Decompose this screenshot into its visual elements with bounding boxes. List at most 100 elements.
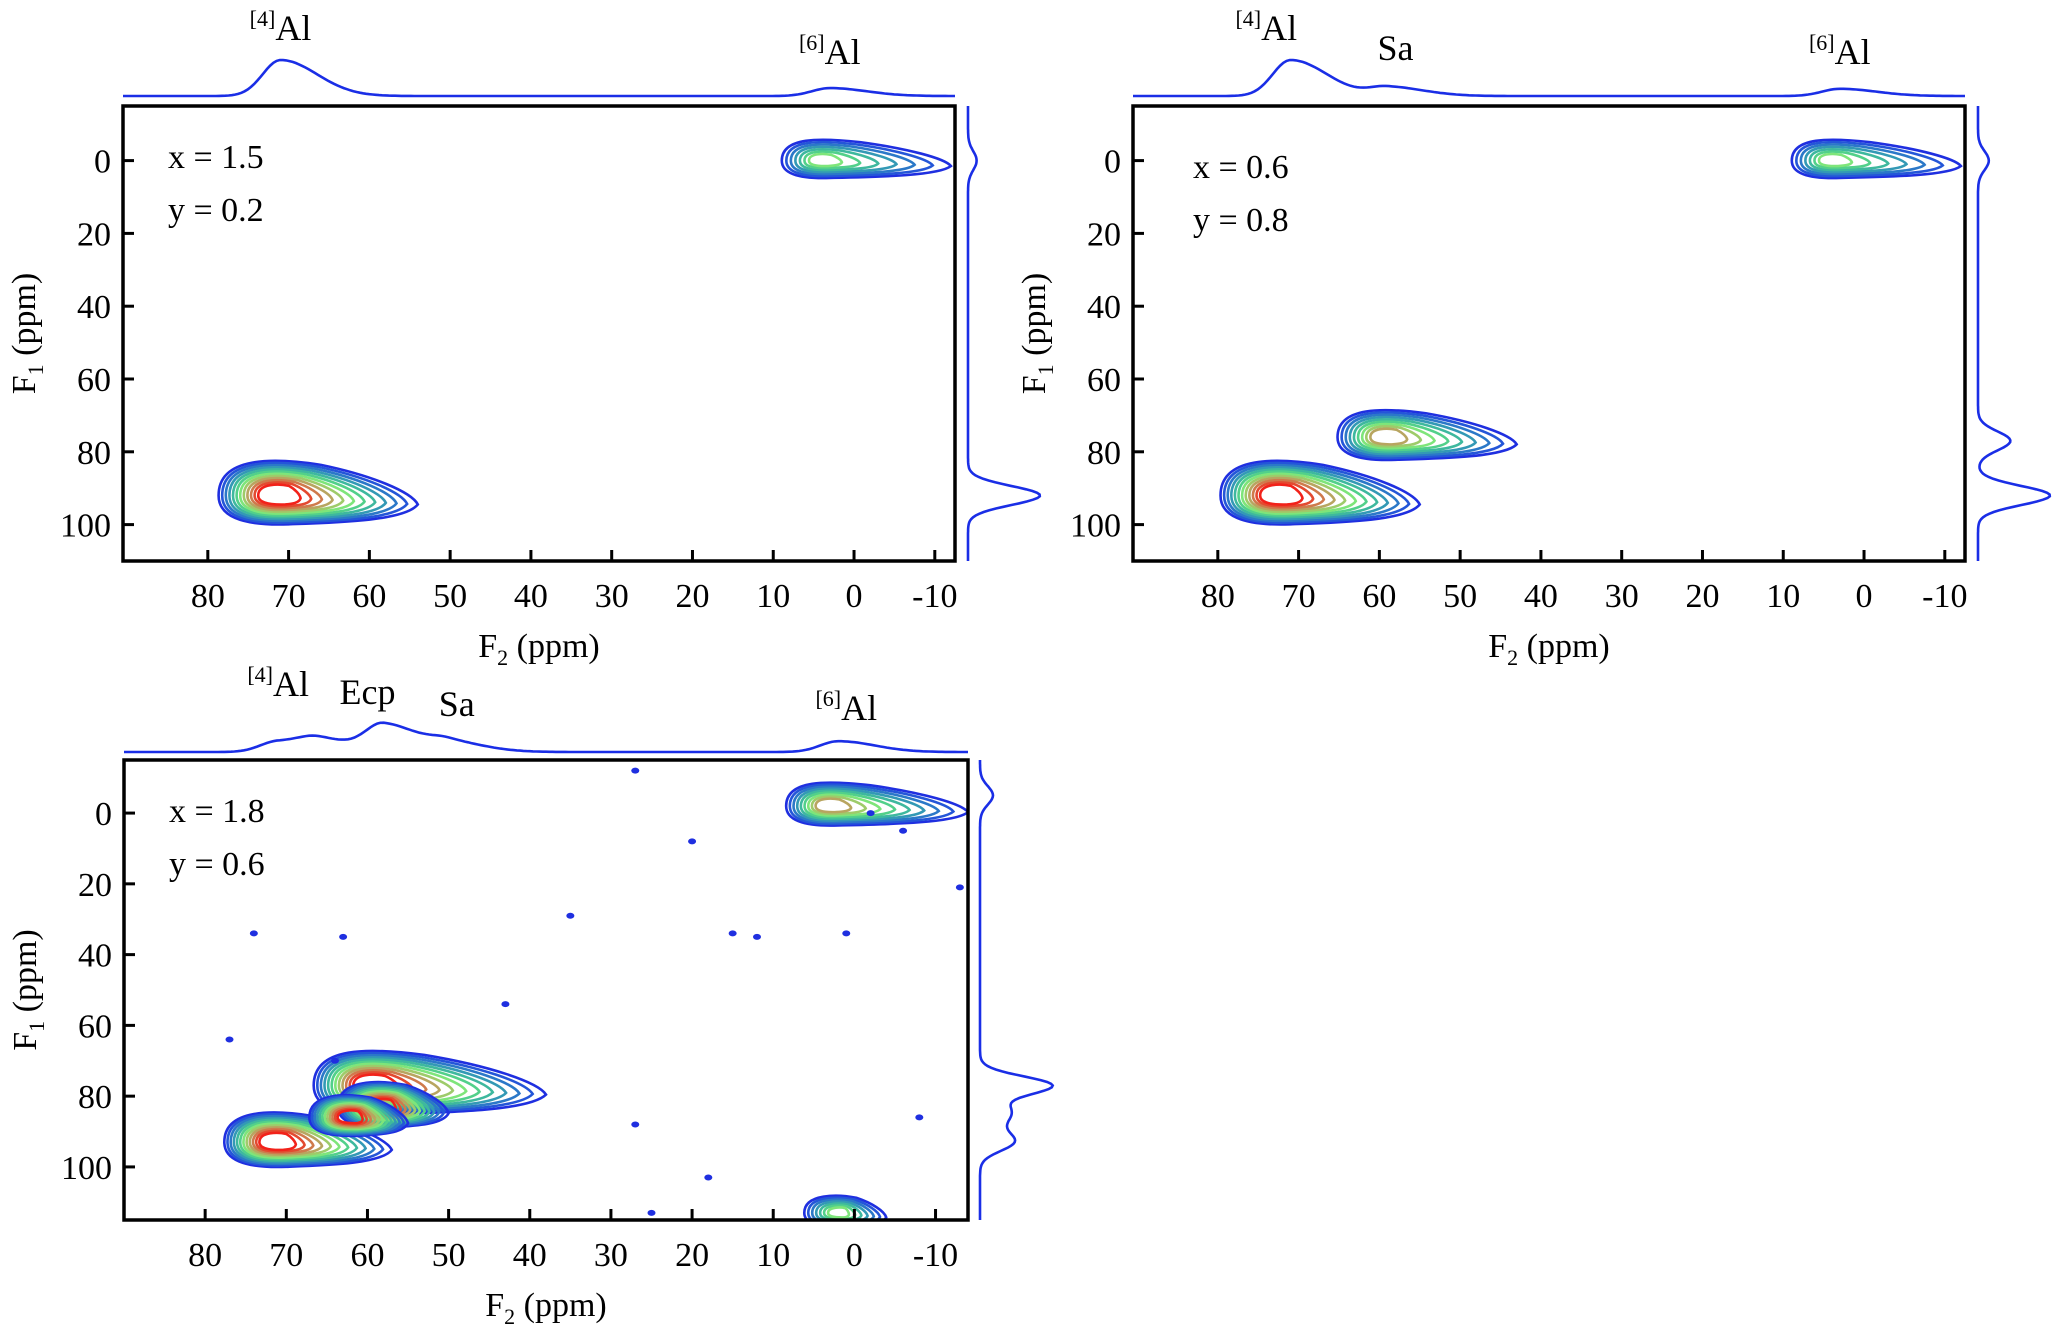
x-tick-label: 60 <box>350 1237 384 1274</box>
contour-level <box>807 152 844 168</box>
x-tick-label: 80 <box>188 1237 222 1274</box>
peak-label-sa: Sa <box>439 684 475 724</box>
contour-level <box>1226 463 1400 523</box>
f1-projection-line <box>1976 106 2052 561</box>
contour-level <box>1244 474 1347 514</box>
contour-peak-sa <box>1336 408 1519 462</box>
peak-label-al-4: [4]Al <box>1235 6 1297 48</box>
contour-level <box>789 143 917 176</box>
peak-label-al-6: [6]Al <box>799 30 861 72</box>
x-tick-label: 0 <box>846 1237 863 1274</box>
contour-level <box>814 1200 869 1220</box>
parameter-annotation: y = 0.6 <box>169 846 265 883</box>
contour-level <box>226 1113 385 1167</box>
contour-level <box>1804 145 1909 174</box>
contour-level <box>254 1129 306 1153</box>
y-tick-label: 100 <box>61 1150 112 1187</box>
noise-contour-point <box>955 884 964 891</box>
contour-level <box>1230 466 1390 521</box>
contour-level <box>238 472 356 515</box>
f1-projection-line <box>978 760 1055 1220</box>
contour-level <box>253 481 313 508</box>
x-tick-label: 10 <box>756 578 790 615</box>
x-tick-label: 70 <box>272 578 306 615</box>
contour-level <box>336 1109 365 1125</box>
y-tick-label: 60 <box>78 1008 112 1045</box>
y-tick-label: 80 <box>1087 435 1121 472</box>
contour-level <box>814 797 853 814</box>
y-tick-label: 0 <box>95 796 112 833</box>
contour-level <box>826 1206 851 1219</box>
contour-level <box>803 150 862 170</box>
contour-peak-6-al-b <box>802 1194 888 1220</box>
contour-layer <box>223 767 968 1220</box>
peak-label-al-4: [4]Al <box>250 6 312 48</box>
x-tick-label: 30 <box>595 578 629 615</box>
contour-level <box>1369 427 1409 446</box>
contour-level <box>353 1090 422 1121</box>
contour-level <box>1352 418 1464 454</box>
noise-contour-point <box>631 767 640 774</box>
x-tick-label: 20 <box>1685 578 1719 615</box>
noise-contour-point <box>339 933 348 940</box>
x-tick-label: 40 <box>513 1237 547 1274</box>
y-tick-label: 40 <box>78 938 112 975</box>
contour-level <box>802 1194 888 1220</box>
noise-contour-point <box>647 1209 656 1216</box>
x-tick-label: -10 <box>1922 578 1967 615</box>
y-tick-label: 40 <box>1087 289 1121 326</box>
contour-level <box>1790 138 1963 180</box>
contour-level <box>1344 413 1491 458</box>
x-tick-label: 40 <box>1524 578 1558 615</box>
contour-peak-4-al <box>223 1111 394 1169</box>
y-tick-label: 20 <box>77 216 111 253</box>
contour-peak-6-al <box>780 138 953 180</box>
contour-layer <box>1219 138 1963 526</box>
plot-frame <box>122 758 970 1222</box>
x-tick-label: 0 <box>846 578 863 615</box>
contour-level <box>228 466 388 521</box>
x-tick-label: 30 <box>594 1237 628 1274</box>
contour-level <box>795 787 926 822</box>
noise-contour-point <box>728 930 737 937</box>
y-tick-label: 20 <box>78 867 112 904</box>
noise-contour-point <box>899 827 908 834</box>
contour-peak-6-al <box>784 781 968 827</box>
contour-level <box>242 1122 341 1159</box>
plot-frame <box>1131 104 1967 563</box>
contour-peak-6-al <box>1790 138 1963 180</box>
contour-level <box>1240 472 1358 515</box>
contour-level <box>217 459 420 526</box>
contour-level <box>248 1126 324 1156</box>
noise-contour-point <box>704 1174 713 1181</box>
contour-level <box>220 461 409 524</box>
contour-level <box>235 470 367 517</box>
noise-contour-point <box>501 1001 510 1008</box>
y-tick-label: 100 <box>60 508 111 545</box>
y-tick-label: 0 <box>94 144 111 181</box>
x-tick-label: 10 <box>756 1237 790 1274</box>
contour-level <box>232 1116 368 1164</box>
contour-peak-ecp-3 <box>308 1093 410 1138</box>
contour-level <box>1356 420 1450 452</box>
noise-contour-point <box>915 1114 924 1121</box>
y-tick-label: 60 <box>1087 362 1121 399</box>
contour-level <box>1813 150 1872 170</box>
y-tick-label: 100 <box>1070 508 1121 545</box>
contour-level <box>1808 148 1890 172</box>
contour-level <box>806 1196 882 1220</box>
x-tick-label: 60 <box>352 578 386 615</box>
x-tick-label: 20 <box>675 578 709 615</box>
contour-level <box>231 468 377 519</box>
contour-peak-4-al <box>1219 459 1422 526</box>
peak-label-ecp: Ecp <box>339 672 395 712</box>
contour-level <box>246 476 335 512</box>
x-tick-label: 70 <box>1282 578 1316 615</box>
peak-label-al-4: [4]Al <box>247 662 309 704</box>
contour-level <box>238 1120 350 1161</box>
contour-level <box>251 1127 315 1155</box>
contour-level <box>235 1118 359 1163</box>
